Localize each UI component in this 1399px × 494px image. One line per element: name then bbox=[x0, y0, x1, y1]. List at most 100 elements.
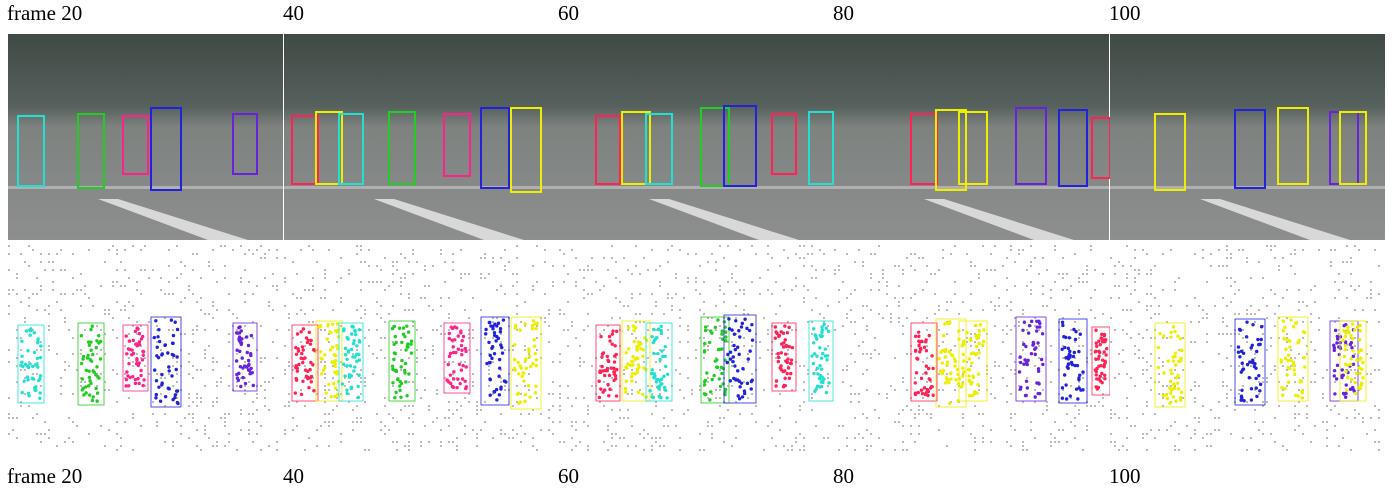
background-point bbox=[635, 245, 637, 247]
background-point bbox=[1146, 309, 1148, 311]
background-point bbox=[914, 413, 916, 415]
background-point bbox=[452, 253, 454, 255]
background-point bbox=[72, 393, 74, 395]
background-point bbox=[1346, 245, 1348, 247]
figure: frame 20frame 20404060608080100100 bbox=[0, 0, 1399, 494]
background-point bbox=[380, 337, 382, 339]
background-point bbox=[8, 269, 10, 271]
track-point bbox=[334, 386, 337, 389]
background-point bbox=[663, 417, 665, 419]
background-point bbox=[759, 277, 761, 279]
background-point bbox=[559, 385, 561, 387]
background-point bbox=[404, 277, 406, 279]
track-point bbox=[235, 331, 238, 334]
background-point bbox=[128, 277, 130, 279]
background-point bbox=[324, 413, 326, 415]
background-point bbox=[767, 289, 769, 291]
background-point bbox=[1266, 381, 1268, 383]
track-point bbox=[532, 338, 535, 341]
background-point bbox=[364, 381, 366, 383]
track-point bbox=[405, 394, 408, 397]
track-point bbox=[720, 329, 723, 332]
background-point bbox=[1162, 361, 1164, 363]
background-point bbox=[20, 369, 22, 371]
background-point bbox=[16, 437, 18, 439]
background-point bbox=[775, 357, 777, 359]
track-point bbox=[703, 350, 706, 353]
background-point bbox=[1118, 449, 1120, 451]
background-point bbox=[68, 365, 70, 367]
background-point bbox=[659, 281, 661, 283]
track-point bbox=[704, 393, 707, 396]
track-point bbox=[1157, 366, 1160, 369]
track-point bbox=[630, 375, 633, 378]
background-point bbox=[312, 289, 314, 291]
background-point bbox=[1074, 425, 1076, 427]
frame-label: 100 bbox=[1109, 464, 1141, 488]
track-point bbox=[1081, 370, 1084, 373]
background-point bbox=[811, 309, 813, 311]
track-point bbox=[34, 389, 37, 392]
track-point bbox=[449, 352, 452, 355]
background-point bbox=[1058, 429, 1060, 431]
track-point bbox=[820, 379, 823, 382]
track-point bbox=[136, 344, 139, 347]
background-point bbox=[1150, 377, 1152, 379]
background-point bbox=[1150, 353, 1152, 355]
background-point bbox=[858, 433, 860, 435]
background-point bbox=[1378, 321, 1380, 323]
background-point bbox=[571, 437, 573, 439]
background-point bbox=[974, 341, 976, 343]
background-point bbox=[364, 309, 366, 311]
background-point bbox=[188, 405, 190, 407]
background-point bbox=[819, 313, 821, 315]
background-point bbox=[1226, 305, 1228, 307]
track-point bbox=[737, 353, 740, 356]
background-point bbox=[1202, 309, 1204, 311]
background-point bbox=[264, 405, 266, 407]
track-point bbox=[487, 341, 490, 344]
background-point bbox=[372, 281, 374, 283]
background-point bbox=[412, 381, 414, 383]
background-point bbox=[504, 433, 506, 435]
track-point bbox=[456, 377, 459, 380]
background-point bbox=[651, 449, 653, 451]
track-point bbox=[452, 386, 455, 389]
background-point bbox=[388, 285, 390, 287]
track-point bbox=[394, 391, 397, 394]
background-point bbox=[1114, 285, 1116, 287]
background-point bbox=[168, 373, 170, 375]
background-point bbox=[1146, 329, 1148, 331]
background-point bbox=[364, 385, 366, 387]
track-point bbox=[452, 370, 455, 373]
background-point bbox=[204, 329, 206, 331]
background-point bbox=[910, 433, 912, 435]
track-point bbox=[21, 365, 24, 368]
track-point bbox=[715, 365, 718, 368]
background-point bbox=[735, 281, 737, 283]
curb bbox=[559, 186, 834, 189]
background-point bbox=[1354, 345, 1356, 347]
background-point bbox=[492, 321, 494, 323]
track-point bbox=[1251, 323, 1254, 326]
background-point bbox=[1146, 293, 1148, 295]
background-point bbox=[48, 437, 50, 439]
background-point bbox=[1086, 265, 1088, 267]
background-point bbox=[791, 449, 793, 451]
track-point bbox=[343, 374, 346, 377]
track-point bbox=[333, 395, 336, 398]
background-point bbox=[763, 317, 765, 319]
background-point bbox=[1226, 393, 1228, 395]
background-point bbox=[799, 405, 801, 407]
background-point bbox=[938, 429, 940, 431]
background-point bbox=[44, 309, 46, 311]
background-point bbox=[376, 265, 378, 267]
track-point bbox=[493, 323, 496, 326]
track-point bbox=[652, 328, 655, 331]
background-point bbox=[647, 329, 649, 331]
background-point bbox=[268, 249, 270, 251]
track-point bbox=[974, 353, 977, 356]
background-point bbox=[264, 397, 266, 399]
background-point bbox=[236, 317, 238, 319]
track-point bbox=[1303, 365, 1306, 368]
